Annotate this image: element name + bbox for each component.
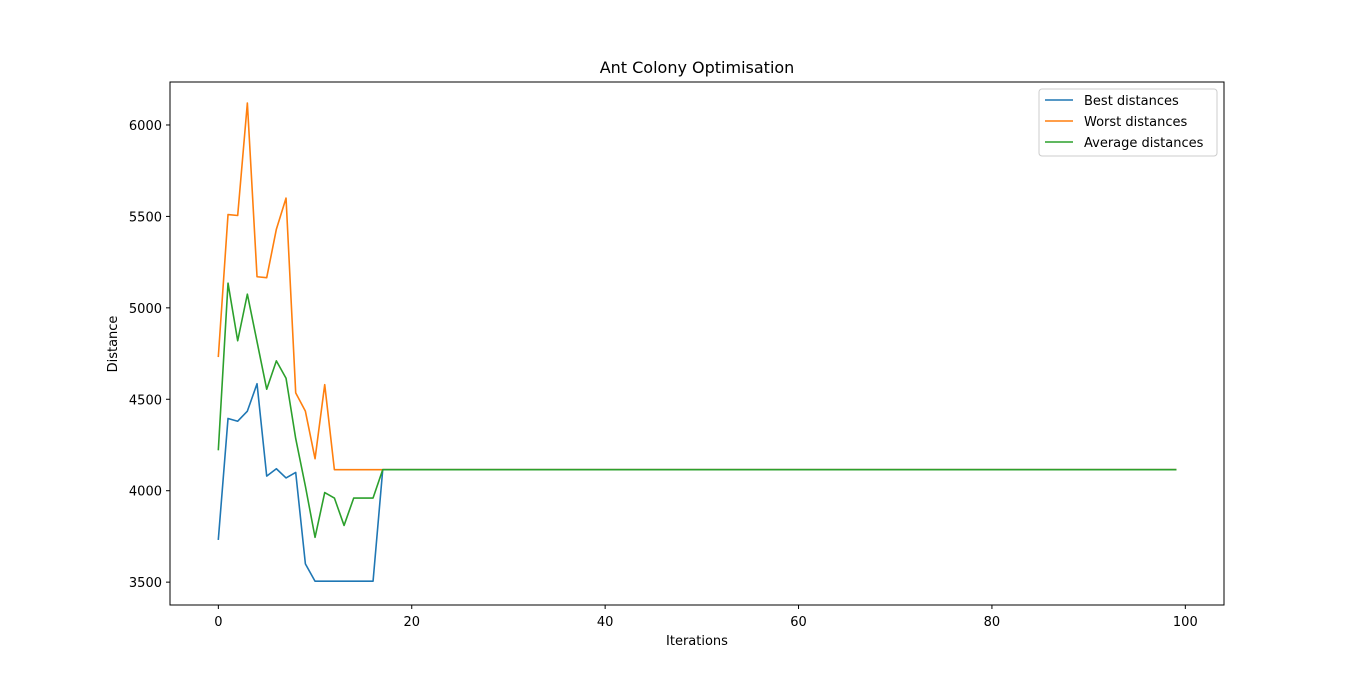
y-tick-label: 3500: [129, 576, 162, 591]
legend-entry: Worst distances: [1045, 115, 1187, 130]
y-tick-label: 6000: [129, 119, 162, 134]
y-axis-ticks: 3500 4000 4500 5000 5500 6000: [129, 119, 170, 591]
y-tick-label: 4000: [129, 485, 162, 500]
x-axis-label: Iterations: [666, 634, 728, 649]
chart-title: Ant Colony Optimisation: [600, 58, 795, 77]
legend-frame: [1038, 88, 1218, 157]
legend: Best distances Worst distances Average dis…: [1038, 88, 1218, 157]
y-tick-label: 4500: [129, 393, 162, 408]
legend-entries: Best distances Worst distances Average dis…: [1045, 94, 1204, 151]
x-tick-label: 60: [790, 615, 807, 630]
x-tick-label: 80: [984, 615, 1001, 630]
x-tick-label: 0: [214, 615, 222, 630]
y-axis-label: Distance: [106, 316, 121, 373]
x-tick-label: 20: [403, 615, 420, 630]
legend-label: Worst distances: [1084, 115, 1187, 130]
legend-entry: Best distances: [1045, 94, 1179, 109]
x-tick-label: 100: [1173, 615, 1198, 630]
series-layer: [217, 102, 1177, 583]
legend-label: Average distances: [1084, 136, 1204, 151]
x-axis-ticks: 0 20 40 60 80 100: [214, 605, 1198, 630]
axes-frame: [169, 81, 1225, 606]
x-tick-label: 40: [597, 615, 614, 630]
y-tick-label: 5000: [129, 302, 162, 317]
series-line-average-distances: [217, 282, 1177, 539]
legend-label: Best distances: [1084, 94, 1179, 109]
legend-entry: Average distances: [1045, 136, 1204, 151]
y-tick-label: 5500: [129, 210, 162, 225]
plot-area: 0 20 40 60 80 100 3500 4000 4500 5000 5500 6000: [129, 81, 1225, 630]
